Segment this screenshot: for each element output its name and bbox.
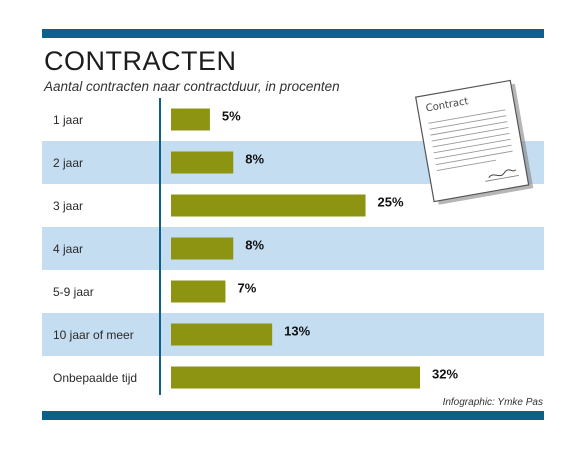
bar — [171, 323, 273, 346]
bar — [171, 108, 210, 131]
category-label: 5-9 jaar — [53, 285, 94, 299]
bar — [171, 237, 234, 260]
category-label: 10 jaar of meer — [53, 328, 134, 342]
value-label: 13% — [284, 324, 310, 339]
category-label: 1 jaar — [53, 113, 83, 127]
bar — [171, 366, 420, 389]
row-band — [42, 141, 544, 184]
category-label: Onbepaalde tijd — [53, 371, 137, 385]
value-label: 8% — [245, 238, 264, 253]
row-band — [42, 313, 544, 356]
row-band — [42, 227, 544, 270]
bottom-rule — [42, 411, 544, 420]
category-label: 4 jaar — [53, 242, 83, 256]
value-label: 8% — [245, 152, 264, 167]
value-label: 32% — [432, 367, 458, 382]
bar — [171, 194, 366, 217]
value-label: 5% — [222, 109, 241, 124]
chart-subtitle: Aantal contracten naar contractduur, in … — [44, 79, 340, 94]
bar — [171, 151, 234, 174]
top-rule — [42, 29, 544, 38]
value-label: 25% — [378, 195, 404, 210]
bar — [171, 280, 226, 303]
category-label: 3 jaar — [53, 199, 83, 213]
credit-text: Infographic: Ymke Pas — [442, 397, 543, 408]
category-label: 2 jaar — [53, 156, 83, 170]
chart-title: CONTRACTEN — [44, 46, 237, 76]
value-label: 7% — [237, 281, 256, 296]
